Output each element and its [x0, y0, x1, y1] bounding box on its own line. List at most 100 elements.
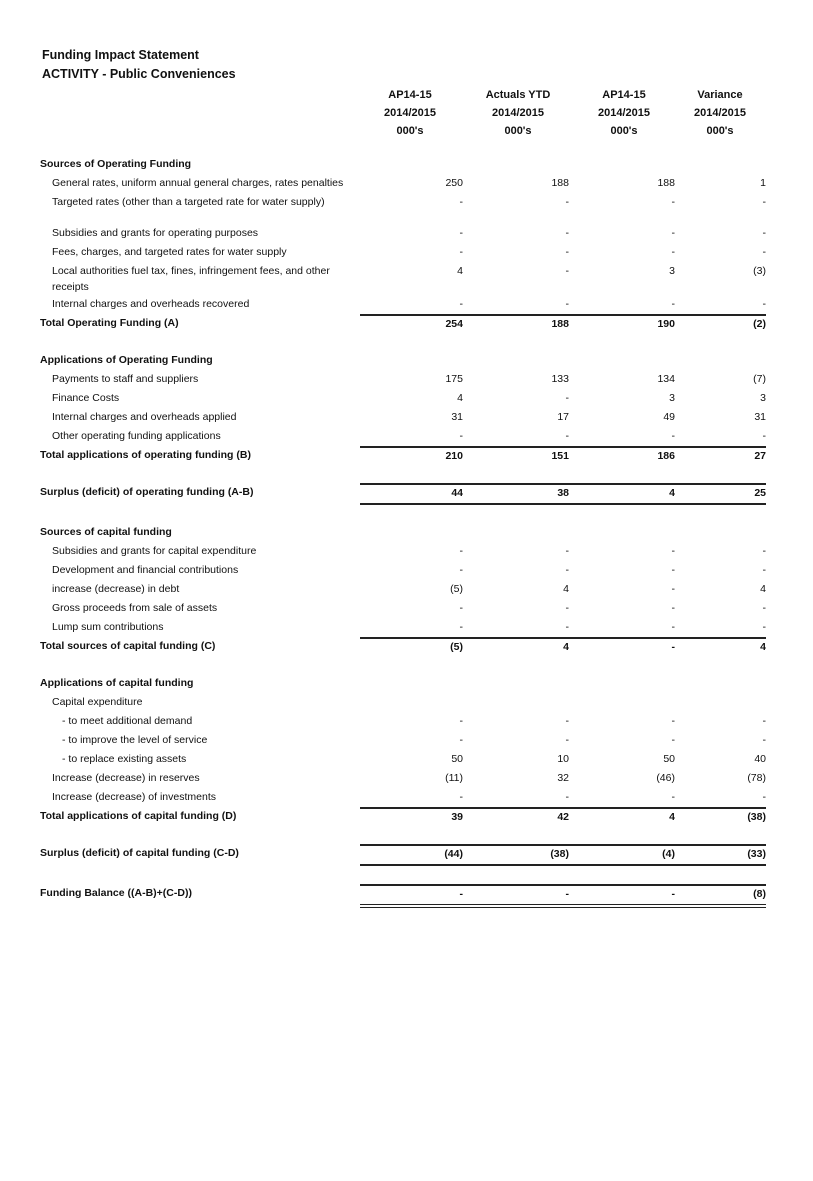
- row-label: Local authorities fuel tax, fines, infri…: [52, 265, 330, 293]
- row-values: ----: [360, 296, 767, 312]
- value-cell: -: [671, 196, 676, 208]
- value-cell: 31: [451, 411, 463, 423]
- value-cell: -: [671, 715, 676, 727]
- row-label: Subsidies and grants for operating purpo…: [52, 227, 259, 239]
- row-values: ----: [360, 225, 767, 241]
- row-values: (11) 32 (46) (78): [360, 770, 766, 786]
- column-header-line2: 2014/2015: [492, 107, 544, 119]
- row-values: 39 42 4 (38): [360, 807, 766, 825]
- value-cell: (7): [753, 373, 766, 385]
- value-cell: 186: [657, 450, 675, 462]
- document-title: Funding Impact Statement: [42, 48, 199, 62]
- value-cell: 4: [669, 811, 675, 823]
- table-row: Targeted rates (other than a targeted ra…: [40, 193, 770, 212]
- row-label: Other operating funding applications: [52, 430, 221, 442]
- table-section: Sources of capital funding Subsidies and …: [40, 523, 770, 656]
- row-values: ----: [360, 428, 767, 444]
- value-cell: -: [459, 602, 464, 614]
- value-cell: -: [671, 602, 676, 614]
- value-cell: -: [565, 265, 570, 277]
- row-values: (5) 4 - 4: [360, 637, 766, 655]
- column-header-line2: 2014/2015: [384, 107, 436, 119]
- value-cell: (5): [450, 641, 463, 653]
- value-cell: -: [459, 621, 464, 633]
- table-row: - to replace existing assets 50 10 50 40: [40, 750, 770, 769]
- value-cell: 39: [451, 811, 463, 823]
- table-section: Applications of capital funding Capital e…: [40, 674, 770, 826]
- value-cell: -: [565, 227, 570, 239]
- value-cell: -: [565, 791, 570, 803]
- row-label: Total applications of operating funding …: [40, 449, 251, 461]
- table-row: General rates, uniform annual general ch…: [40, 174, 770, 193]
- row-label: Capital expenditure: [52, 696, 143, 708]
- column-header: Actuals YTD 2014/2015 000's: [468, 86, 568, 140]
- value-cell: 4: [760, 583, 766, 595]
- value-cell: -: [671, 734, 676, 746]
- value-cell: -: [565, 246, 570, 258]
- value-cell: 133: [551, 373, 569, 385]
- summary-row: Surplus (deficit) of operating funding (…: [40, 483, 770, 505]
- value-cell: -: [565, 715, 570, 727]
- row-values: ----: [360, 244, 767, 260]
- row-values: ----: [360, 562, 767, 578]
- table-section: Sources of Operating Funding General rate…: [40, 155, 770, 333]
- column-header: Variance 2014/2015 000's: [670, 86, 770, 140]
- value-cell: 17: [557, 411, 569, 423]
- value-cell: 3: [669, 392, 675, 404]
- row-label: Gross proceeds from sale of assets: [52, 602, 218, 614]
- value-cell: -: [671, 641, 676, 653]
- column-header-line3: 000's: [610, 125, 638, 137]
- value-cell: 50: [451, 753, 463, 765]
- column-header-line3: 000's: [504, 125, 532, 137]
- value-cell: -: [762, 196, 767, 208]
- column-header-line1: Variance: [697, 89, 743, 101]
- value-cell: -: [565, 298, 570, 310]
- value-cell: 4: [760, 641, 766, 653]
- value-cell: (38): [747, 811, 766, 823]
- row-values: 4 - 3 3: [360, 390, 766, 406]
- table-row: Internal charges and overheads recovered…: [40, 295, 770, 314]
- value-cell: -: [565, 545, 570, 557]
- column-header-line1: Actuals YTD: [485, 89, 551, 101]
- row-values: 175 133 134 (7): [360, 371, 766, 387]
- row-values: 210 151 186 27: [360, 446, 766, 464]
- summary-row-group: Surplus (deficit) of operating funding (…: [40, 483, 770, 505]
- table-row: Local authorities fuel tax, fines, infri…: [40, 262, 770, 295]
- row-values: ----: [360, 543, 767, 559]
- row-values: ----: [360, 732, 767, 748]
- value-cell: 32: [557, 772, 569, 784]
- value-cell: -: [671, 888, 676, 900]
- total-row: Total applications of operating funding …: [40, 446, 770, 465]
- table-row: Capital expenditure: [40, 693, 770, 712]
- row-values: - - - (8): [360, 884, 766, 908]
- section-heading: Sources of Operating Funding: [40, 155, 770, 174]
- column-header-line1: AP14-15: [388, 89, 432, 101]
- row-label: Lump sum contributions: [52, 621, 164, 633]
- row-label: Payments to staff and suppliers: [52, 373, 199, 385]
- row-label: Surplus (deficit) of operating funding (…: [40, 486, 254, 498]
- value-cell: 25: [754, 487, 766, 499]
- summary-row-group: Funding Balance ((A-B)+(C-D)) - - - (8): [40, 884, 770, 908]
- value-cell: -: [671, 564, 676, 576]
- value-cell: -: [671, 298, 676, 310]
- row-label: Applications of capital funding: [40, 677, 194, 689]
- value-cell: 49: [663, 411, 675, 423]
- value-cell: -: [459, 246, 464, 258]
- value-cell: -: [459, 196, 464, 208]
- column-header: AP14-15 2014/2015 000's: [360, 86, 460, 140]
- row-label: - to meet additional demand: [62, 715, 193, 727]
- value-cell: -: [762, 602, 767, 614]
- value-cell: -: [762, 734, 767, 746]
- value-cell: 210: [445, 450, 463, 462]
- value-cell: -: [565, 888, 570, 900]
- value-cell: (38): [550, 848, 569, 860]
- value-cell: 188: [657, 177, 675, 189]
- value-cell: 4: [457, 265, 463, 277]
- value-cell: (46): [656, 772, 675, 784]
- row-label: Surplus (deficit) of capital funding (C-…: [40, 847, 239, 859]
- row-label: Targeted rates (other than a targeted ra…: [52, 196, 325, 208]
- table-row: - to improve the level of service - - - -: [40, 731, 770, 750]
- value-cell: 10: [557, 753, 569, 765]
- table-row: Increase (decrease) in reserves (11) 32 (46…: [40, 769, 770, 788]
